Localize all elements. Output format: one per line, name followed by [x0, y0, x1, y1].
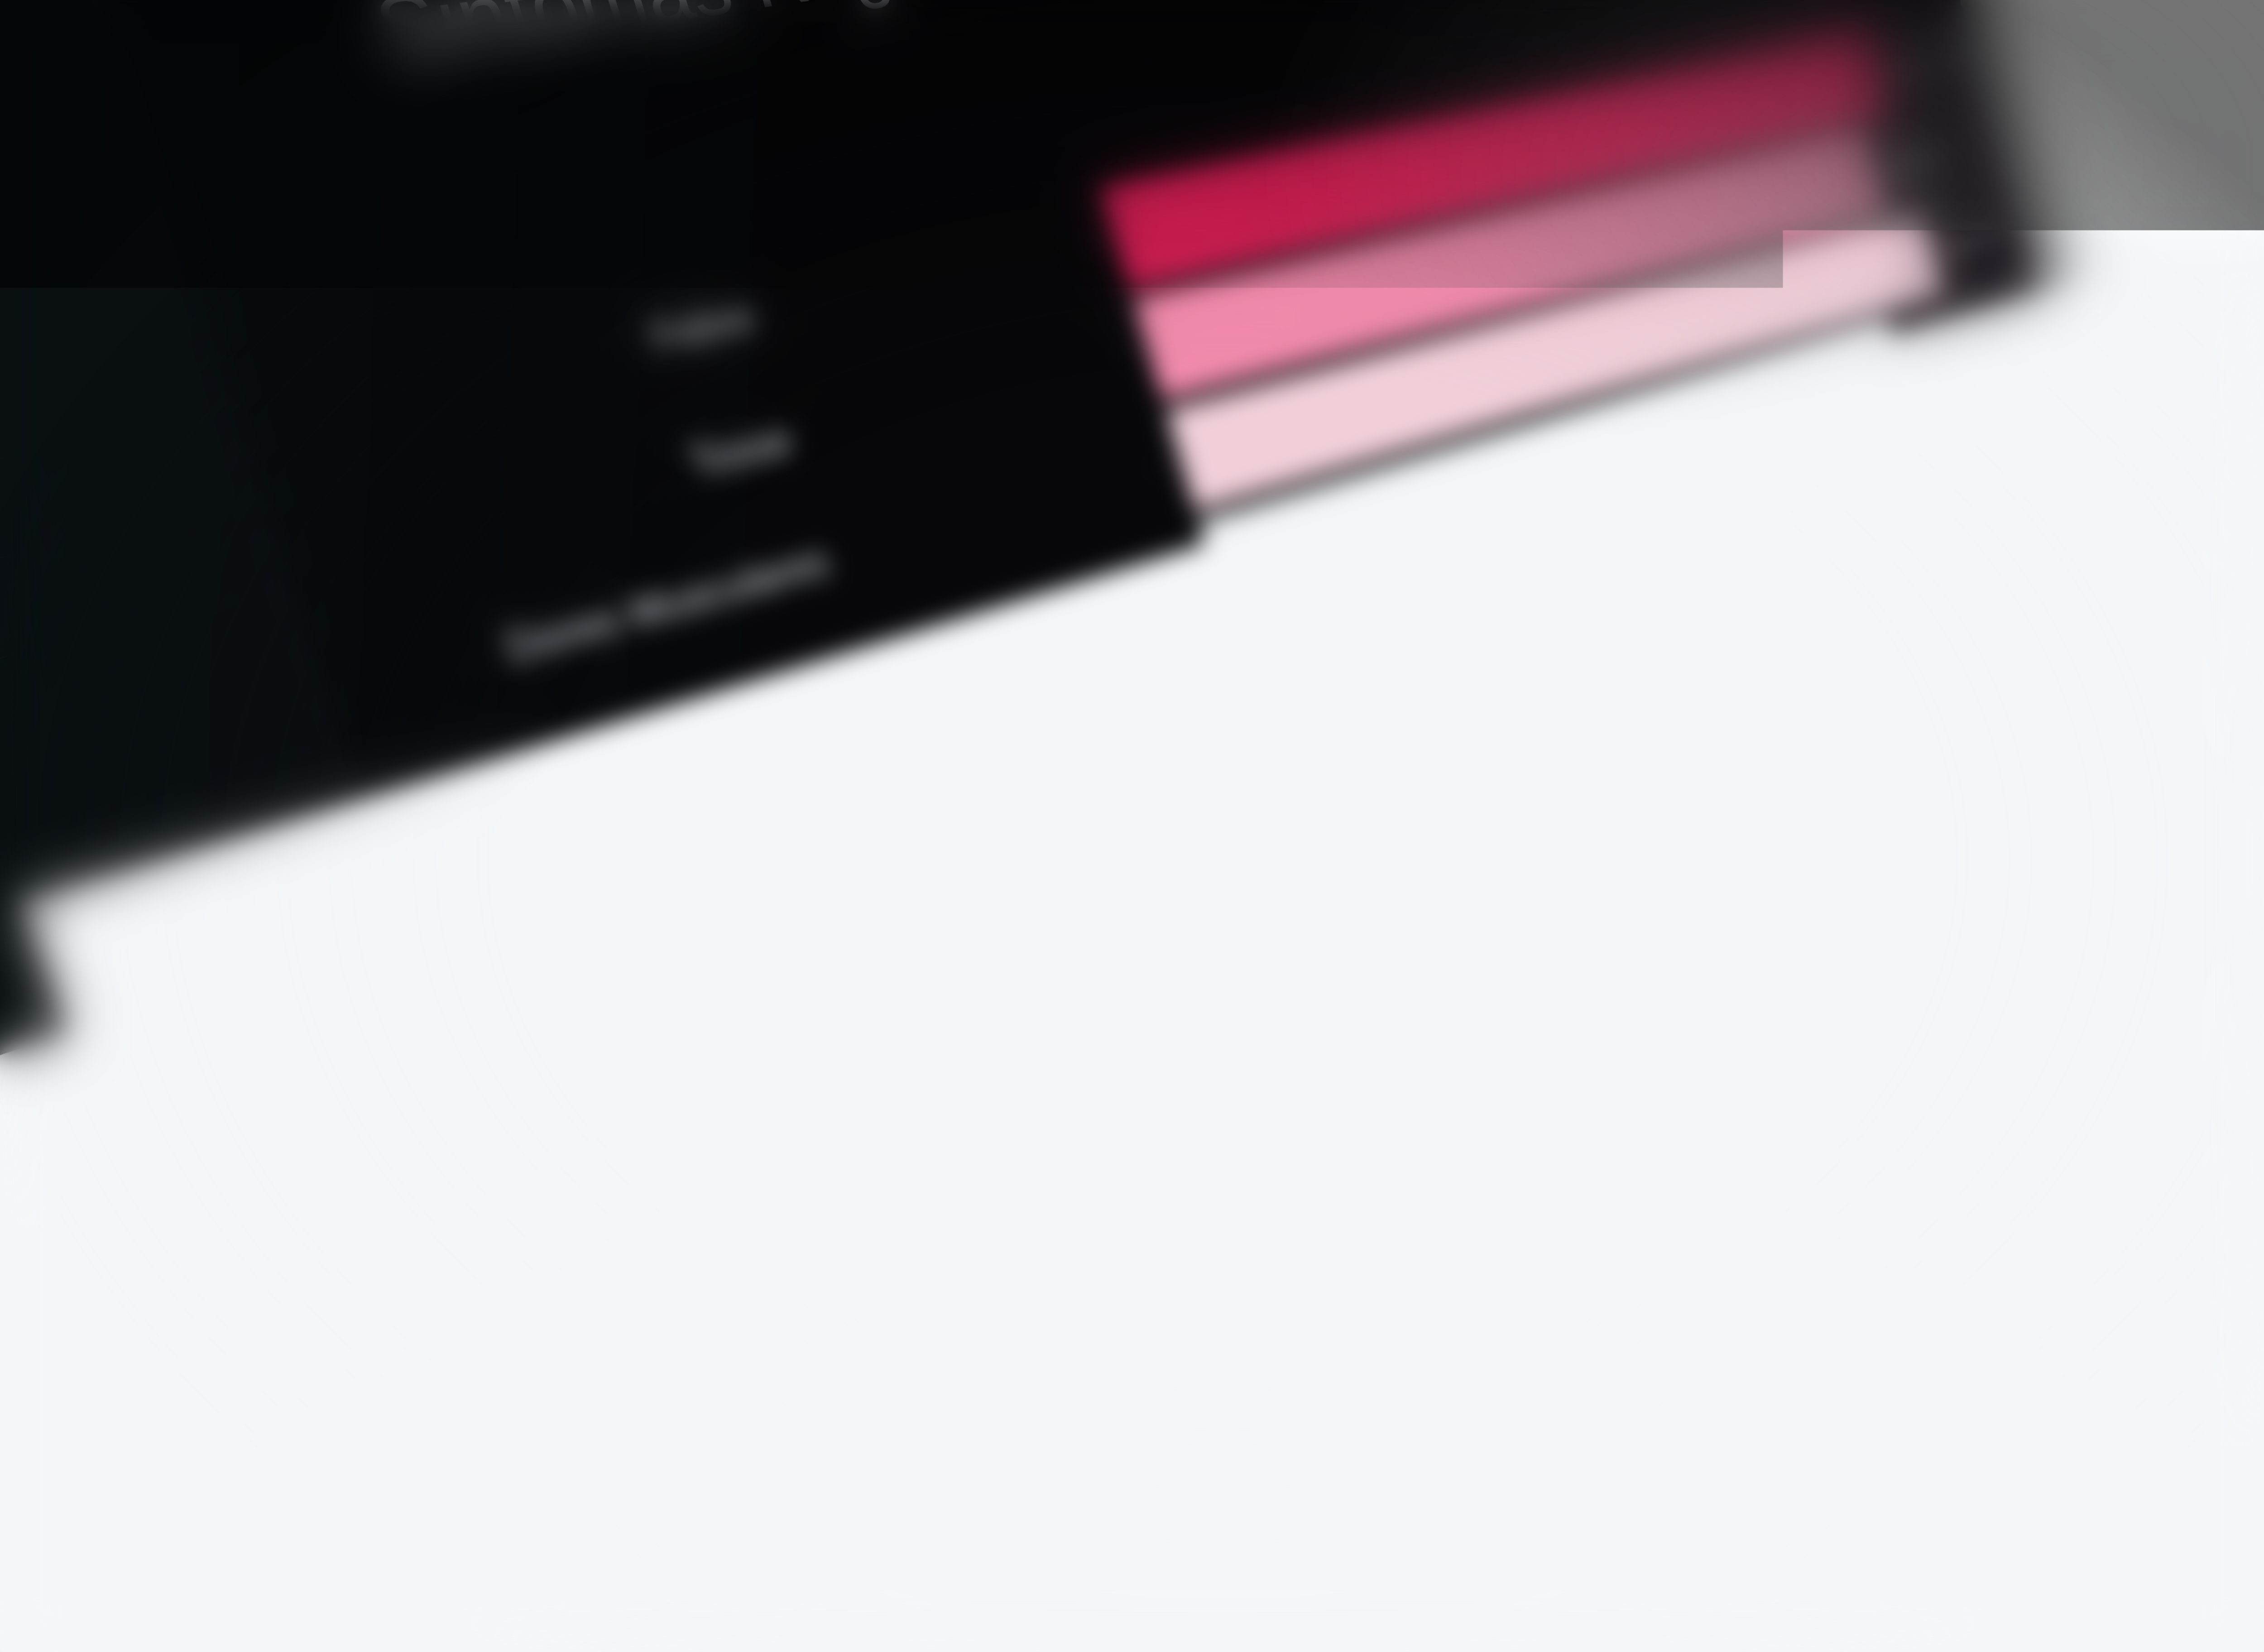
tab-sintomas[interactable]: Sintomas: [760, 1173, 924, 1295]
chart-value-label: 4,094: [1883, 134, 1947, 185]
chart-tick: [1250, 791, 1275, 802]
chart-value-label: 3,908: [1905, 320, 1969, 374]
chart-category-label: Tosse: [683, 415, 797, 486]
chart-value-label: 4,280: [1885, 39, 1948, 87]
chart-tick: [1119, 350, 1145, 358]
chart-tick: [1218, 682, 1242, 692]
page-title: Sintomas Registados: [364, 0, 1115, 82]
chart-tick: [1185, 572, 1210, 581]
chart-value-label: 4,326: [1940, 215, 2002, 266]
chart-tick: [1152, 461, 1178, 470]
chart-category-label: Cefaleias: [699, 657, 871, 753]
chart-category-label: Febre: [644, 293, 760, 362]
chart-tick: [1085, 237, 1112, 245]
photo-stage: Confirmados Porto Vila Nova de Gaia Mato…: [0, 0, 2264, 1652]
monitor-screen: Confirmados Porto Vila Nova de Gaia Mato…: [0, 0, 2243, 1652]
chart-category-label: Anosmia: [825, 1014, 980, 1117]
dashboard-app: Confirmados Porto Vila Nova de Gaia Mato…: [0, 0, 2243, 1652]
chart-value-label: 3,210: [1828, 442, 1895, 499]
chart-tick: [1282, 900, 1307, 911]
chart-value-label: 2,372: [1723, 580, 1795, 641]
monitor-screen-wrapper: Confirmados Porto Vila Nova de Gaia Mato…: [0, 0, 2264, 1652]
